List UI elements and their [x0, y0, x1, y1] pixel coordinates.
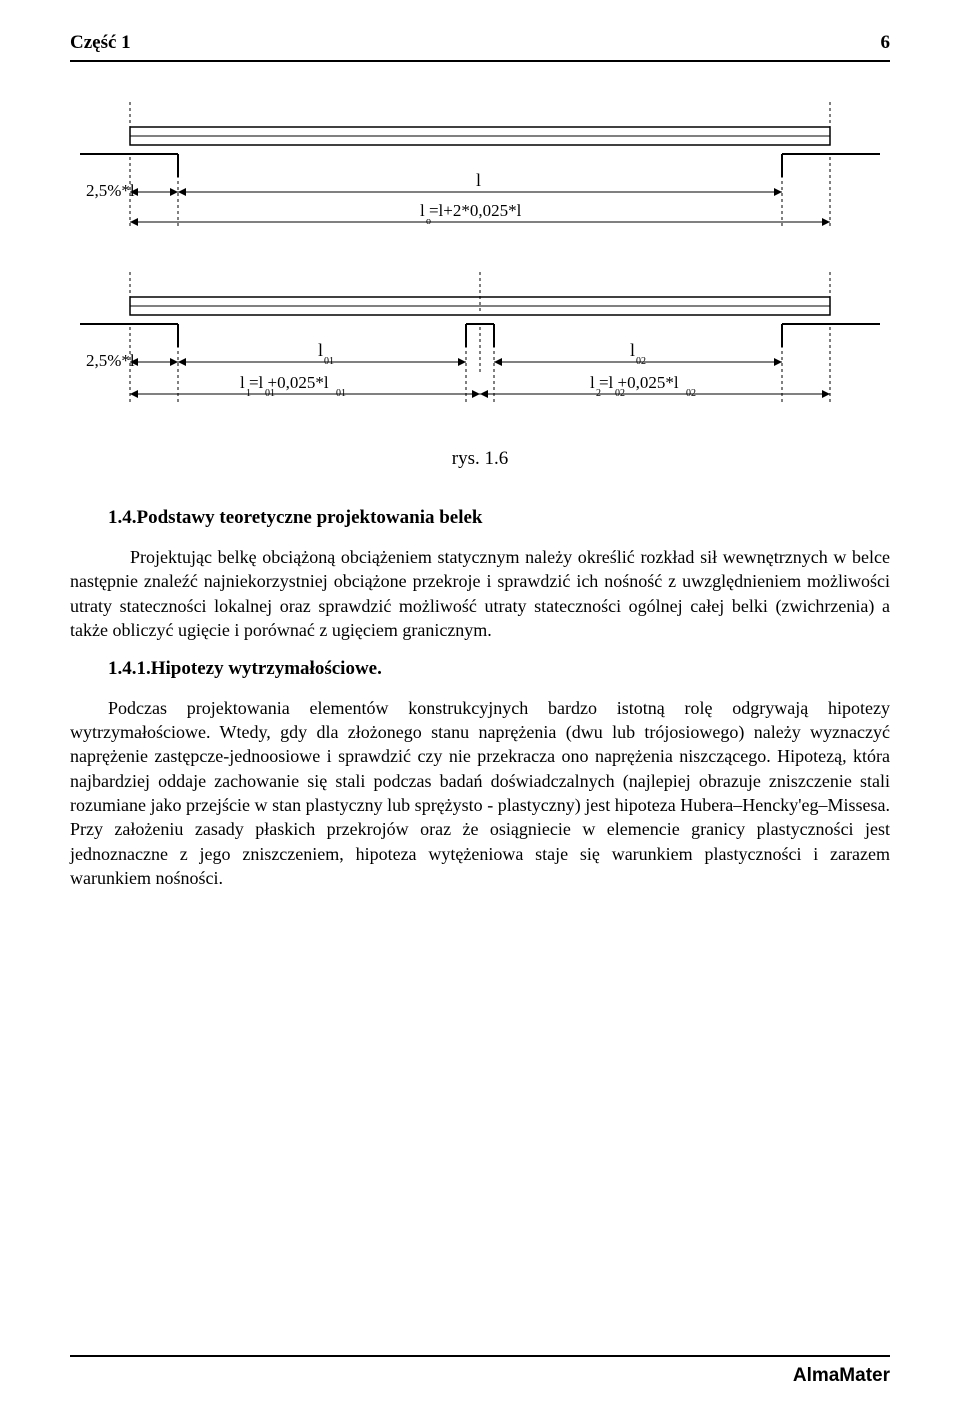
svg-text:2: 2	[596, 388, 601, 399]
svg-text:01: 01	[336, 388, 346, 399]
figure-two-span: 2,5%*l l 01 l 02 l =l +0,025*l 1 01 01 l…	[70, 272, 890, 422]
paragraph-1: Projektując belkę obciążoną obciążeniem …	[70, 545, 890, 642]
svg-text:l =l+2*0,025*l: l =l+2*0,025*l	[420, 201, 522, 220]
svg-text:1: 1	[246, 388, 251, 399]
figure-caption: rys. 1.6	[70, 446, 890, 472]
svg-text:2,5%*l: 2,5%*l	[86, 181, 135, 200]
header-right: 6	[881, 30, 891, 56]
svg-text:02: 02	[615, 388, 625, 399]
header-left: Część 1	[70, 30, 131, 56]
svg-text:l: l	[318, 340, 323, 360]
section-heading: 1.4.Podstawy teoretyczne projektowania b…	[70, 505, 890, 531]
svg-text:l =l +0,025*l: l =l +0,025*l	[590, 373, 679, 392]
svg-text:02: 02	[636, 356, 646, 367]
svg-text:02: 02	[686, 388, 696, 399]
svg-text:o: o	[426, 216, 431, 227]
svg-text:01: 01	[265, 388, 275, 399]
figure-single-span: 2,5%*l l l =l+2*0,025*l o	[70, 102, 890, 242]
svg-text:l: l	[476, 170, 481, 190]
svg-text:l =l +0,025*l: l =l +0,025*l	[240, 373, 329, 392]
footer-brand: AlmaMater	[793, 1363, 890, 1389]
footer-rule	[70, 1355, 890, 1357]
svg-text:2,5%*l: 2,5%*l	[86, 351, 135, 370]
running-header: Część 1 6	[70, 30, 890, 62]
svg-text:01: 01	[324, 356, 334, 367]
svg-text:l: l	[630, 340, 635, 360]
subsection-heading: 1.4.1.Hipotezy wytrzymałościowe.	[108, 656, 890, 682]
paragraph-2: Podczas projektowania elementów konstruk…	[70, 696, 890, 890]
